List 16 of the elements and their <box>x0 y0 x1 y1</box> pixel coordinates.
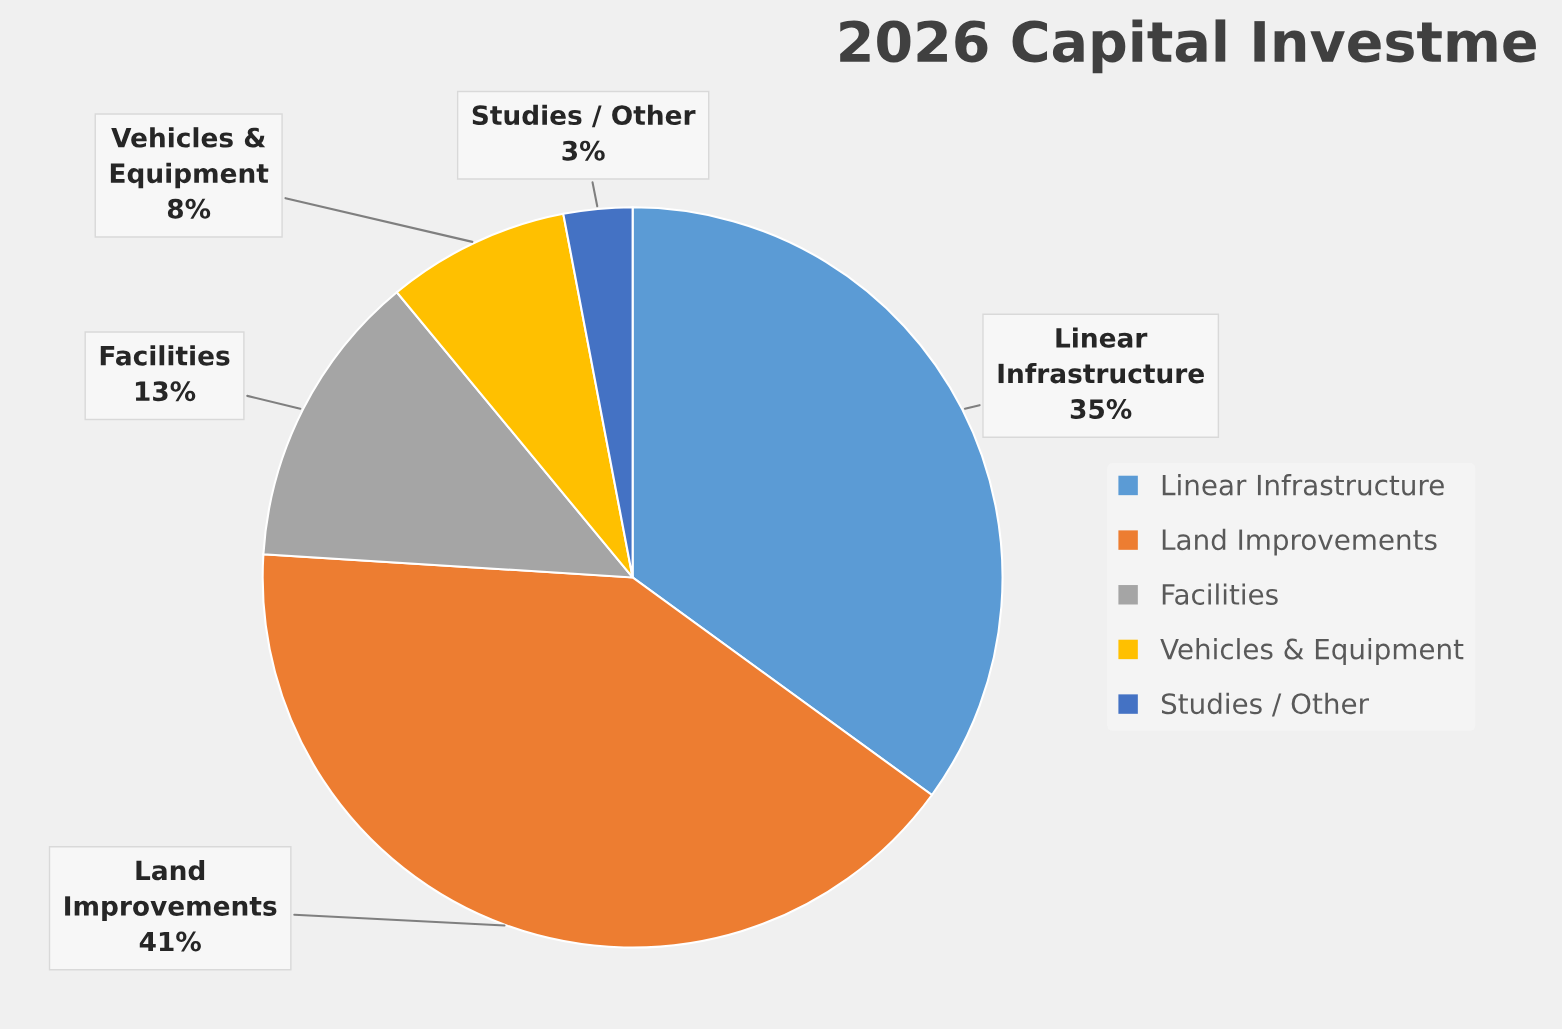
slice-label: Vehicles & Equipment <box>110 127 269 189</box>
data-label: 13% <box>135 381 196 402</box>
legend-label: Facilities <box>1162 583 1278 605</box>
slice-label: Facilities <box>100 345 230 366</box>
slice-label: Studies / Other <box>472 104 696 128</box>
legend-label: Studies / Other <box>1161 692 1369 717</box>
slice-label: Land Improvements <box>65 859 277 922</box>
legend-label: Land Improvements <box>1162 528 1437 556</box>
chart-title: 2026 Capital Investme <box>840 19 1536 74</box>
data-label: 41% <box>139 931 201 952</box>
slice-label: Linear Infrastructure <box>998 327 1204 384</box>
data-label: 8% <box>167 198 211 219</box>
legend-label: Vehicles & Equipment <box>1160 638 1464 665</box>
legend-label: Linear Infrastructure <box>1162 474 1444 496</box>
data-label: 35% <box>1070 399 1132 419</box>
data-label: 3% <box>562 140 605 161</box>
